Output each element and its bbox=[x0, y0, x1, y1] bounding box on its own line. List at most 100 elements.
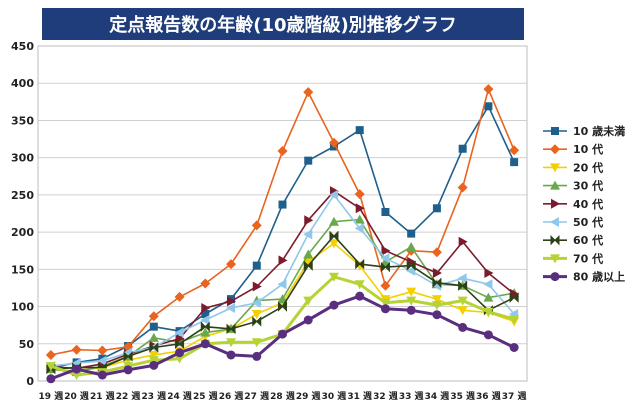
data-point bbox=[304, 215, 314, 226]
data-point bbox=[328, 272, 339, 282]
data-point bbox=[431, 295, 442, 305]
data-point bbox=[483, 84, 494, 95]
data-point bbox=[174, 327, 184, 338]
series-line bbox=[50, 194, 515, 367]
data-point bbox=[252, 281, 262, 292]
data-point bbox=[381, 245, 391, 256]
data-point bbox=[303, 249, 314, 259]
y-tick-label: 50 bbox=[19, 338, 35, 351]
data-point bbox=[380, 256, 391, 266]
data-point bbox=[355, 126, 364, 135]
data-point bbox=[226, 259, 237, 270]
legend-marker bbox=[550, 234, 560, 246]
data-point bbox=[457, 306, 468, 316]
legend-label: 30 代 bbox=[573, 179, 603, 193]
data-point bbox=[46, 374, 56, 384]
data-point bbox=[381, 208, 390, 217]
data-point bbox=[226, 350, 236, 360]
data-point bbox=[457, 273, 467, 284]
data-point bbox=[200, 314, 210, 325]
data-point bbox=[432, 277, 442, 288]
data-point bbox=[175, 333, 185, 344]
data-point bbox=[509, 343, 519, 352]
data-point bbox=[355, 258, 365, 270]
data-point bbox=[406, 260, 416, 271]
data-point bbox=[97, 355, 107, 366]
series-line bbox=[50, 105, 515, 370]
data-point bbox=[458, 280, 468, 291]
data-point bbox=[509, 315, 520, 325]
data-point bbox=[226, 303, 236, 314]
legend-label: 80 歳以上 bbox=[573, 270, 625, 284]
data-point bbox=[97, 370, 107, 380]
x-tick-label: 31 週 bbox=[347, 391, 373, 402]
data-point bbox=[510, 158, 519, 167]
data-point bbox=[509, 145, 520, 156]
x-tick-label: 25 週 bbox=[193, 391, 219, 402]
data-point bbox=[174, 354, 185, 364]
data-point bbox=[355, 291, 365, 301]
data-point bbox=[252, 351, 262, 361]
legend-label: 60 代 bbox=[573, 233, 603, 247]
legend-marker bbox=[550, 144, 560, 155]
data-point bbox=[72, 364, 82, 374]
data-point bbox=[431, 301, 442, 311]
data-point bbox=[200, 278, 211, 289]
series-line bbox=[50, 88, 515, 356]
y-tick-label: 100 bbox=[11, 301, 34, 314]
data-point bbox=[484, 268, 494, 279]
data-point bbox=[406, 296, 417, 306]
data-point bbox=[201, 303, 211, 314]
data-point bbox=[200, 321, 210, 332]
x-tick-label: 20 週 bbox=[64, 391, 90, 402]
data-point bbox=[148, 332, 159, 342]
data-point bbox=[175, 338, 185, 349]
x-tick-label: 21 週 bbox=[90, 391, 116, 402]
legend-marker bbox=[550, 180, 560, 190]
data-point bbox=[458, 236, 468, 247]
x-tick-label: 32 週 bbox=[373, 391, 399, 402]
data-point bbox=[484, 102, 493, 111]
x-tick-label: 33 週 bbox=[399, 391, 425, 402]
data-point bbox=[509, 292, 519, 303]
legend-marker bbox=[550, 163, 560, 173]
data-point bbox=[278, 200, 287, 209]
data-point bbox=[355, 203, 365, 214]
data-point bbox=[278, 255, 288, 266]
legend-label: 70 代 bbox=[573, 251, 603, 265]
data-point bbox=[251, 297, 261, 308]
data-point bbox=[174, 291, 185, 302]
data-point bbox=[328, 137, 339, 148]
y-tick-label: 450 bbox=[11, 40, 34, 53]
data-point bbox=[227, 296, 237, 307]
data-point bbox=[252, 316, 262, 327]
y-tick-label: 300 bbox=[11, 152, 34, 165]
data-point bbox=[200, 327, 211, 337]
data-point bbox=[148, 356, 159, 366]
y-tick-label: 150 bbox=[11, 263, 34, 276]
data-point bbox=[71, 371, 82, 381]
data-point bbox=[483, 292, 494, 302]
y-tick-label: 0 bbox=[26, 375, 34, 388]
data-point bbox=[458, 144, 467, 153]
plot-area bbox=[37, 45, 528, 382]
data-point bbox=[148, 311, 159, 322]
data-point bbox=[431, 247, 442, 258]
data-point bbox=[457, 182, 468, 193]
x-tick-label: 27 週 bbox=[244, 391, 270, 402]
data-point bbox=[354, 280, 365, 290]
data-point bbox=[45, 349, 56, 360]
data-point bbox=[226, 323, 236, 335]
data-point bbox=[328, 189, 338, 200]
data-point bbox=[380, 253, 390, 264]
data-point bbox=[432, 204, 441, 213]
data-point bbox=[380, 298, 391, 308]
data-point bbox=[304, 156, 313, 165]
data-point bbox=[354, 223, 364, 234]
data-point bbox=[252, 261, 261, 270]
data-point bbox=[303, 260, 313, 271]
data-point bbox=[303, 315, 313, 325]
data-point bbox=[149, 342, 159, 353]
